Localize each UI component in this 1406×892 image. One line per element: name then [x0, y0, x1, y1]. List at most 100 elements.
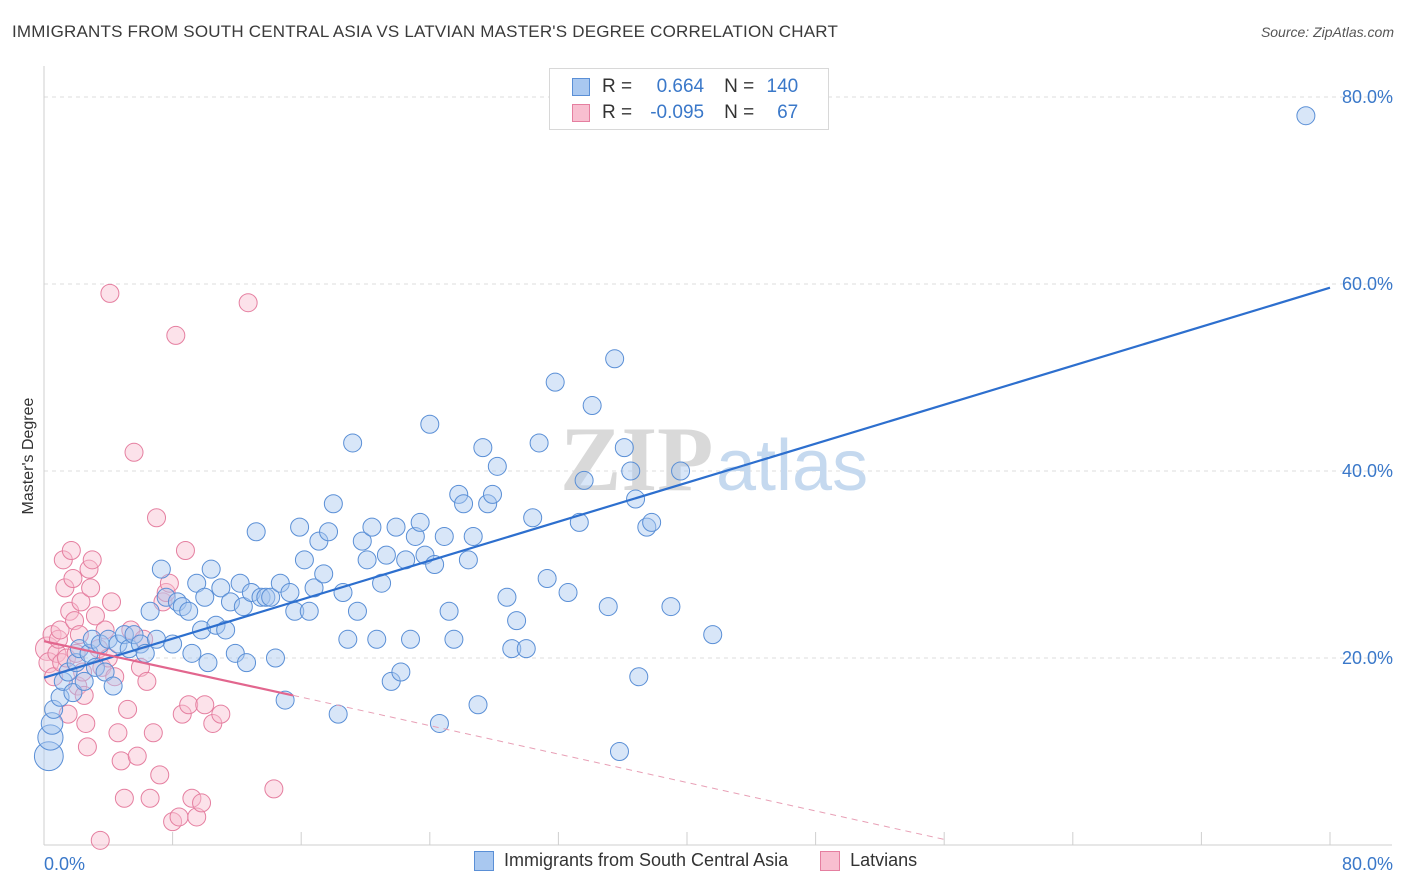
point-latvians [192, 793, 212, 813]
point-south-central-asia [458, 550, 478, 570]
chart-title: IMMIGRANTS FROM SOUTH CENTRAL ASIA VS LA… [12, 22, 839, 41]
point-south-central-asia [449, 484, 469, 504]
point-latvians [150, 765, 170, 785]
point-south-central-asia [211, 578, 231, 598]
point-south-central-asia [502, 639, 522, 659]
stats-legend: R = 0.664 N = 140 R = -0.095 N = 67 [549, 68, 829, 130]
point-latvians [108, 723, 128, 743]
point-south-central-asia [376, 545, 396, 565]
point-south-central-asia [497, 587, 517, 607]
legend-item-latvians[interactable]: Latvians [820, 850, 917, 871]
point-south-central-asia [614, 438, 634, 458]
point-south-central-asia [280, 583, 300, 603]
point-south-central-asia [323, 494, 343, 514]
point-south-central-asia [44, 699, 64, 719]
point-latvians [124, 442, 144, 462]
point-south-central-asia [558, 583, 578, 603]
x-tick-label: 80.0% [1342, 854, 1393, 874]
point-latvians [100, 283, 120, 303]
point-latvians [175, 540, 195, 560]
point-south-central-asia [201, 559, 221, 579]
legend-r-label: R = [602, 76, 633, 97]
point-south-central-asia [439, 601, 459, 621]
point-south-central-asia [574, 470, 594, 490]
legend-item-south-central-asia[interactable]: Immigrants from South Central Asia [474, 850, 788, 871]
point-latvians [166, 325, 186, 345]
point-south-central-asia [50, 687, 70, 707]
point-latvians [114, 788, 134, 808]
point-latvians [77, 737, 97, 757]
point-south-central-asia [338, 629, 358, 649]
trend-line-latvians-extension [293, 694, 945, 840]
point-south-central-asia [265, 648, 285, 668]
legend-n-label: N = [724, 76, 755, 97]
point-south-central-asia [468, 695, 488, 715]
point-latvians [195, 695, 215, 715]
point-south-central-asia [357, 550, 377, 570]
point-south-central-asia [140, 601, 160, 621]
point-south-central-asia [537, 569, 557, 589]
point-south-central-asia [523, 508, 543, 528]
legend-r-value: 0.664 [656, 76, 705, 97]
point-south-central-asia [473, 438, 493, 458]
point-south-central-asia [661, 597, 681, 617]
point-latvians [61, 540, 81, 560]
point-south-central-asia [529, 433, 549, 453]
point-south-central-asia [642, 512, 662, 532]
point-south-central-asia [362, 517, 382, 537]
point-south-central-asia [386, 517, 406, 537]
point-latvians [69, 625, 89, 645]
point-latvians [140, 788, 160, 808]
point-south-central-asia [391, 662, 411, 682]
point-south-central-asia [671, 461, 691, 481]
point-south-central-asia [195, 587, 215, 607]
point-south-central-asia [401, 629, 421, 649]
point-south-central-asia [216, 620, 236, 640]
y-tick-label: 20.0% [1342, 648, 1393, 668]
point-south-central-asia [605, 349, 625, 369]
point-south-central-asia [420, 414, 440, 434]
tick-labels: 20.0% 40.0% 60.0% 80.0% 0.0% 80.0% [44, 87, 1393, 874]
point-south-central-asia [124, 625, 144, 645]
point-latvians [179, 695, 199, 715]
point-south-central-asia [319, 522, 339, 542]
point-latvians [71, 592, 91, 612]
point-latvians [238, 293, 258, 313]
series-legend: Immigrants from South Central Asia Latvi… [474, 850, 949, 871]
point-south-central-asia [429, 713, 449, 733]
point-south-central-asia [251, 587, 271, 607]
point-latvians [172, 704, 192, 724]
point-south-central-asia [103, 676, 123, 696]
point-south-central-asia [482, 484, 502, 504]
point-south-central-asia [463, 526, 483, 546]
legend-swatch-blue [572, 78, 590, 96]
point-south-central-asia [367, 629, 387, 649]
legend-row-latvians: R = -0.095 N = 67 [572, 101, 798, 125]
point-south-central-asia [63, 683, 83, 703]
point-south-central-asia [151, 559, 171, 579]
point-south-central-asia [114, 625, 134, 645]
point-south-central-asia [598, 597, 618, 617]
point-latvians [65, 611, 85, 631]
point-south-central-asia [621, 461, 641, 481]
point-latvians [211, 704, 231, 724]
point-latvians [57, 648, 77, 668]
trend-line-south-central-asia [43, 286, 1331, 679]
point-south-central-asia [230, 573, 250, 593]
y-tick-label: 40.0% [1342, 461, 1393, 481]
point-latvians [137, 671, 157, 691]
point-south-central-asia [237, 653, 257, 673]
point-latvians [60, 601, 80, 621]
point-south-central-asia [198, 653, 218, 673]
legend-r-label: R = [602, 102, 633, 123]
point-south-central-asia [182, 643, 202, 663]
point-latvians [187, 807, 207, 827]
point-south-central-asia [294, 550, 314, 570]
point-latvians [147, 508, 167, 528]
point-latvians [58, 704, 78, 724]
trend-lines [43, 286, 1331, 840]
point-south-central-asia [569, 512, 589, 532]
legend-label: Latvians [850, 850, 918, 870]
point-latvians [74, 685, 94, 705]
legend-r-value: -0.095 [650, 102, 705, 123]
